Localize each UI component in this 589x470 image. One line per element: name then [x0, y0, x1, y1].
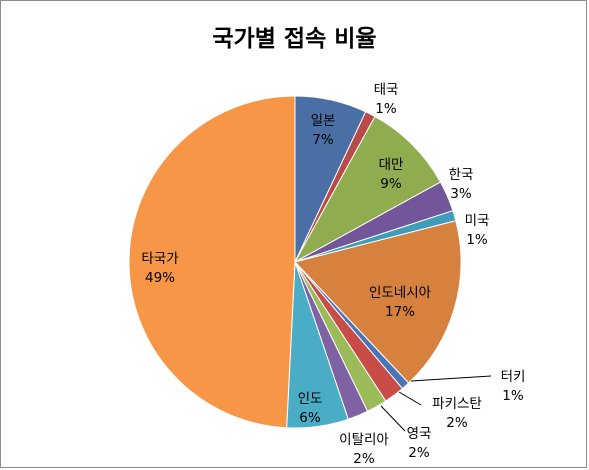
chart-title: 국가별 접속 비율: [212, 26, 377, 52]
leader-line-7: [410, 375, 492, 382]
slice-value-5: 1%: [466, 232, 488, 248]
slice-label-4: 한국: [449, 167, 474, 183]
slice-value-9: 2%: [408, 445, 430, 461]
pie-slice-6: [294, 220, 462, 384]
slice-value-10: 2%: [353, 451, 375, 467]
slice-value-2: 1%: [375, 101, 397, 117]
slice-label-7: 터키: [501, 369, 526, 385]
slice-value-12: 49%: [145, 270, 175, 286]
slice-label-8: 파키스탄: [432, 396, 482, 412]
slice-label-9: 영국: [407, 426, 432, 442]
slice-label-3: 대만: [379, 157, 404, 173]
slice-label-5: 미국: [465, 213, 490, 229]
slice-label-6: 인도네시아: [369, 285, 432, 301]
pie-slice-12: [128, 95, 296, 429]
leader-line-8: [398, 391, 422, 406]
pie-slice-3: [293, 115, 442, 264]
slice-label-1: 일본: [311, 113, 336, 129]
slice-label-10: 이탈리아: [339, 432, 389, 448]
slice-label-11: 인도: [298, 391, 323, 407]
slice-value-8: 2%: [446, 415, 468, 431]
slice-value-4: 3%: [450, 186, 472, 202]
slice-value-7: 1%: [502, 388, 524, 404]
slice-label-12: 타국가: [141, 251, 178, 267]
slice-value-1: 7%: [312, 132, 334, 148]
slice-value-6: 17%: [385, 304, 415, 320]
leader-line-9: [380, 405, 406, 432]
slice-value-11: 6%: [299, 410, 321, 426]
slice-value-3: 9%: [380, 176, 402, 192]
slice-label-2: 태국: [374, 82, 399, 98]
